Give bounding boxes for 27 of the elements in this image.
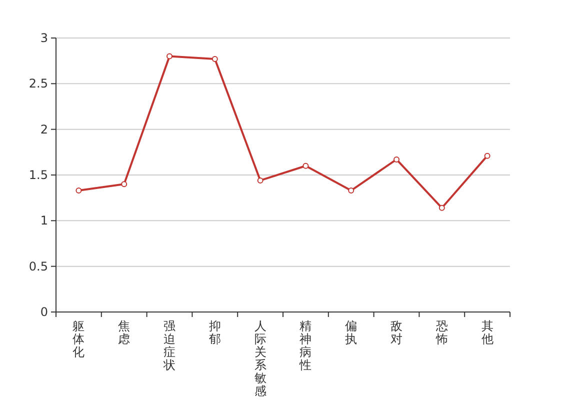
x-tick-label: 躯体化 (72, 319, 85, 359)
point (438, 204, 445, 211)
x-tick-label: 强迫症状 (162, 319, 176, 372)
point (484, 152, 490, 159)
point (348, 188, 354, 194)
x-tick-label: 其他 (481, 319, 494, 346)
y-tick-label: 1 (40, 214, 48, 228)
point (302, 162, 309, 169)
y-tick-label: 0.5 (28, 259, 48, 274)
x-tick-label: 精神病性 (298, 319, 312, 372)
y-tick-label: 3 (40, 31, 48, 45)
point (212, 56, 218, 62)
x-tick-label: 偏执 (345, 319, 358, 346)
x-tick-label: 恐怖 (434, 319, 448, 346)
point (76, 188, 82, 194)
point (121, 181, 128, 188)
y-tick-label: 0 (40, 305, 48, 319)
x-tick-label: 抑郁 (208, 319, 221, 346)
y-tick-label: 2 (40, 122, 48, 136)
point (257, 177, 264, 184)
point (394, 156, 400, 162)
x-tick-label: 敌对 (390, 319, 402, 346)
y-tick-label: 1.5 (28, 168, 48, 182)
y-tick-label: 2.5 (28, 76, 48, 91)
point (166, 53, 172, 60)
x-tick-label: 焦虑 (118, 319, 130, 346)
x-tick-label: 人际关系敏感 (254, 319, 266, 398)
